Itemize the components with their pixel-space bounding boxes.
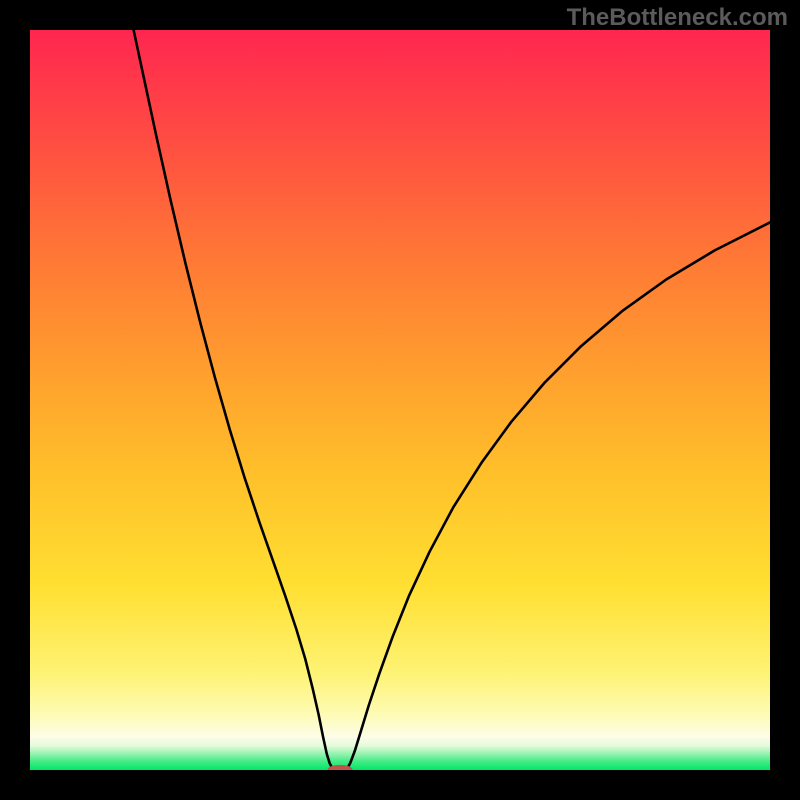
chart-frame: TheBottleneck.com <box>0 0 800 800</box>
chart-svg <box>30 30 770 770</box>
watermark-text: TheBottleneck.com <box>567 4 788 32</box>
gradient-background <box>30 30 770 770</box>
plot-area <box>30 30 770 770</box>
minimum-marker <box>329 766 352 770</box>
